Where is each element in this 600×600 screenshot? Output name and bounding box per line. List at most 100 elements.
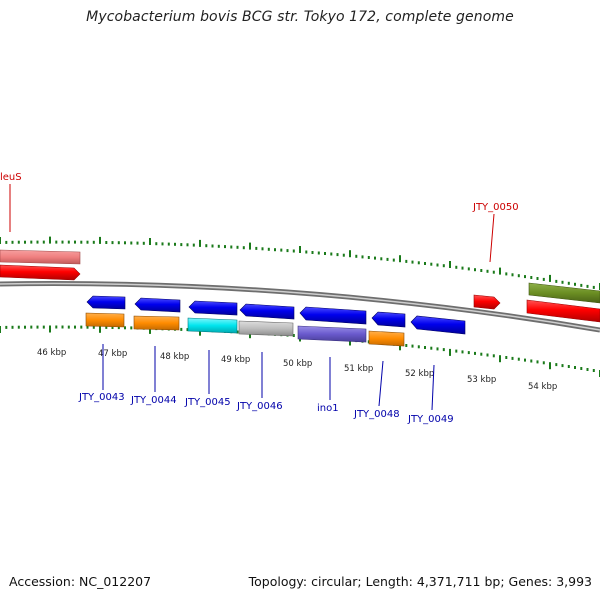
ruler-tick-minor: [455, 265, 458, 269]
ruler-tick-minor: [180, 243, 183, 247]
gene-jty-0045[interactable]: [187, 317, 238, 334]
ruler-tick-minor: [224, 245, 226, 249]
ruler-tick-major: [49, 236, 51, 244]
ruler-tick-minor: [530, 359, 533, 363]
ruler-tick-minor: [61, 240, 64, 244]
gene-jty-0044[interactable]: [133, 315, 180, 331]
ruler-tick-minor: [330, 252, 333, 256]
leader-jty-0048: [378, 360, 384, 407]
ruler-tick-minor: [230, 245, 233, 249]
gene-label[interactable]: JTY_0049: [407, 414, 454, 425]
ruler-tick-minor: [342, 253, 345, 257]
ruler-tick-major: [0, 326, 1, 333]
ruler-tick-major: [499, 355, 501, 363]
ruler-tick-minor: [186, 328, 189, 332]
ruler-tick-minor: [80, 240, 83, 244]
ruler-tick-minor: [492, 270, 495, 274]
ruler-tick-minor: [474, 268, 476, 272]
gene-label[interactable]: leuS: [0, 172, 22, 183]
ruler-tick-minor: [255, 246, 258, 250]
ruler-tick-minor: [292, 334, 295, 337]
ruler-tick-major: [549, 362, 551, 370]
ruler-tick-minor: [30, 325, 33, 329]
ruler-tick-minor: [86, 240, 89, 244]
gene-ino1[interactable]: [297, 325, 367, 343]
cds-jty-0045[interactable]: [188, 300, 238, 316]
gene-labels: leuS JTY_0050 JTY_0043 JTY_0044 JTY_0045…: [0, 172, 519, 425]
gene-label[interactable]: JTY_0044: [130, 395, 177, 406]
gene-leuS[interactable]: [0, 249, 81, 265]
ruler-tick-minor: [561, 364, 564, 368]
ruler-tick-major: [449, 261, 451, 268]
ruler-tick-minor: [205, 244, 208, 248]
ruler-tick-major: [399, 255, 401, 263]
ruler-tick-minor: [242, 246, 245, 250]
ruler-tick-minor: [211, 244, 214, 248]
ruler-tick-minor: [524, 358, 526, 362]
cds-jty-0043[interactable]: [86, 295, 126, 310]
ruler-tick-minor: [424, 262, 426, 265]
ruler-tick-minor: [236, 330, 239, 334]
cds-jty-0044[interactable]: [134, 297, 181, 313]
cds-jty-0049[interactable]: [410, 315, 466, 335]
ruler-tick-minor: [274, 248, 276, 252]
gene-label[interactable]: JTY_0045: [184, 397, 231, 408]
ruler-tick-minor: [480, 352, 483, 356]
ruler-tick-minor: [511, 356, 514, 360]
cds-jty-0046[interactable]: [239, 303, 295, 320]
ruler-tick-minor: [380, 257, 383, 261]
cds-ino1[interactable]: [299, 306, 367, 325]
gene-label[interactable]: JTY_0043: [78, 392, 125, 403]
ruler-tick-minor: [417, 345, 420, 349]
gene-jty-0048[interactable]: [368, 330, 405, 347]
gene-right-olive[interactable]: [528, 282, 600, 304]
gene-jty-0046[interactable]: [238, 320, 294, 337]
ruler-tick-minor: [311, 251, 314, 254]
ruler-tick-minor: [292, 249, 295, 253]
ruler-tick-minor: [74, 240, 76, 244]
cds-right-red[interactable]: [526, 299, 600, 323]
ruler-tick-major: [199, 239, 201, 247]
ruler-label: 54 kbp: [528, 382, 557, 392]
ruler-tick-minor: [5, 325, 8, 329]
ruler-tick-major: [249, 242, 251, 250]
ruler-tick-major: [49, 325, 51, 333]
gene-label[interactable]: JTY_0046: [236, 401, 283, 412]
ruler-tick-minor: [11, 325, 14, 329]
ruler-tick-minor: [430, 262, 433, 266]
ruler-tick-minor: [436, 263, 439, 267]
ruler-tick-minor: [67, 325, 70, 329]
ruler-tick-minor: [55, 240, 58, 244]
ruler-tick-minor: [42, 240, 45, 244]
ruler-tick-minor: [392, 258, 395, 262]
ruler-tick-minor: [442, 348, 445, 352]
ruler-tick-minor: [536, 360, 539, 364]
ruler-tick-minor: [192, 243, 195, 247]
ruler-tick-minor: [142, 241, 145, 245]
ruler-tick-major: [199, 328, 201, 336]
ruler-tick-major: [399, 343, 401, 351]
ruler-tick-minor: [124, 241, 126, 245]
ruler-tick-minor: [486, 353, 489, 357]
gene-label[interactable]: JTY_0048: [353, 409, 400, 420]
ruler-tick-minor: [5, 240, 8, 244]
ruler-tick-minor: [117, 326, 120, 330]
ruler-tick-minor: [130, 241, 133, 245]
ruler-tick-minor: [61, 325, 64, 329]
ruler-tick-minor: [67, 240, 70, 244]
gene-jty-0043[interactable]: [85, 312, 125, 328]
ruler-tick-minor: [136, 241, 139, 245]
ruler-tick-minor: [374, 256, 376, 260]
gene-label[interactable]: ino1: [317, 403, 339, 414]
gene-jty-0050[interactable]: [473, 294, 501, 310]
cds-jty-0048[interactable]: [371, 311, 406, 328]
ruler-tick-minor: [217, 244, 220, 248]
ruler-tick-minor: [36, 325, 39, 329]
ruler-tick-major: [149, 238, 151, 245]
ruler-tick-major: [499, 267, 501, 275]
ruler-tick-minor: [424, 346, 426, 349]
ruler-tick-minor: [11, 240, 14, 244]
cds-leuS[interactable]: [0, 264, 81, 281]
gene-label[interactable]: JTY_0050: [472, 202, 519, 213]
